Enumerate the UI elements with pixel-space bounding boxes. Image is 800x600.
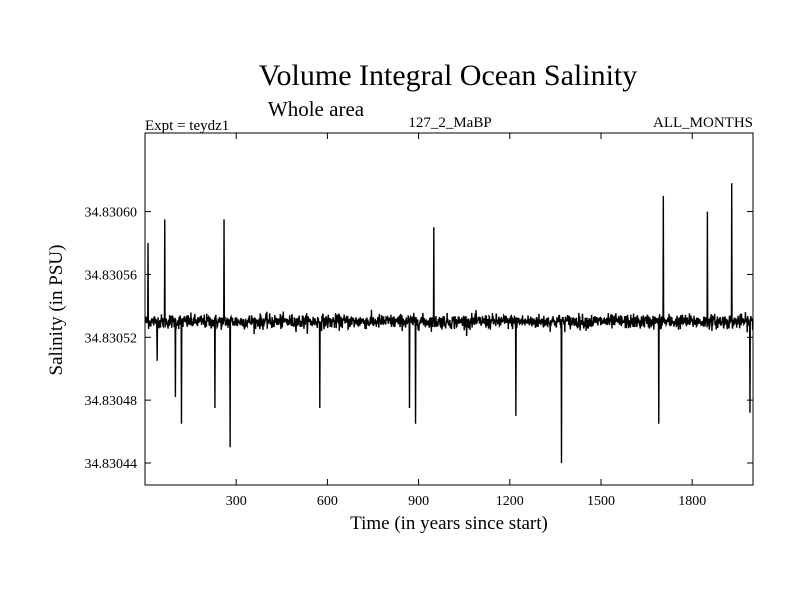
y-tick-label: 34.83056	[85, 268, 138, 283]
x-tick-label: 1800	[678, 494, 706, 509]
x-axis-label: Time (in years since start)	[350, 513, 548, 534]
y-tick-label: 34.83060	[85, 206, 138, 221]
x-tick-label: 1200	[496, 494, 524, 509]
period-label: 127_2_MaBP	[408, 115, 491, 131]
y-axis-label: Salinity (in PSU)	[46, 245, 67, 376]
x-axis: 300 600 900 1200 1500 1800	[226, 133, 706, 509]
experiment-label: Expt = teydz1	[145, 118, 229, 134]
x-tick-label: 900	[408, 494, 429, 509]
y-tick-label: 34.83052	[85, 331, 138, 346]
y-tick-label: 34.83048	[85, 394, 138, 409]
chart-subtitle: Whole area	[268, 97, 365, 121]
months-label: ALL_MONTHS	[653, 115, 753, 131]
series-group	[144, 183, 754, 464]
y-axis: 34.83044 34.83048 34.83052 34.83056 34.83060	[85, 206, 753, 472]
y-tick-label: 34.83044	[85, 457, 138, 472]
plot-frame	[144, 132, 754, 486]
chart-title: Volume Integral Ocean Salinity	[259, 59, 638, 92]
x-tick-label: 1500	[587, 494, 615, 509]
x-tick-label: 300	[226, 494, 247, 509]
x-tick-label: 600	[317, 494, 338, 509]
salinity-series-line	[144, 183, 754, 464]
